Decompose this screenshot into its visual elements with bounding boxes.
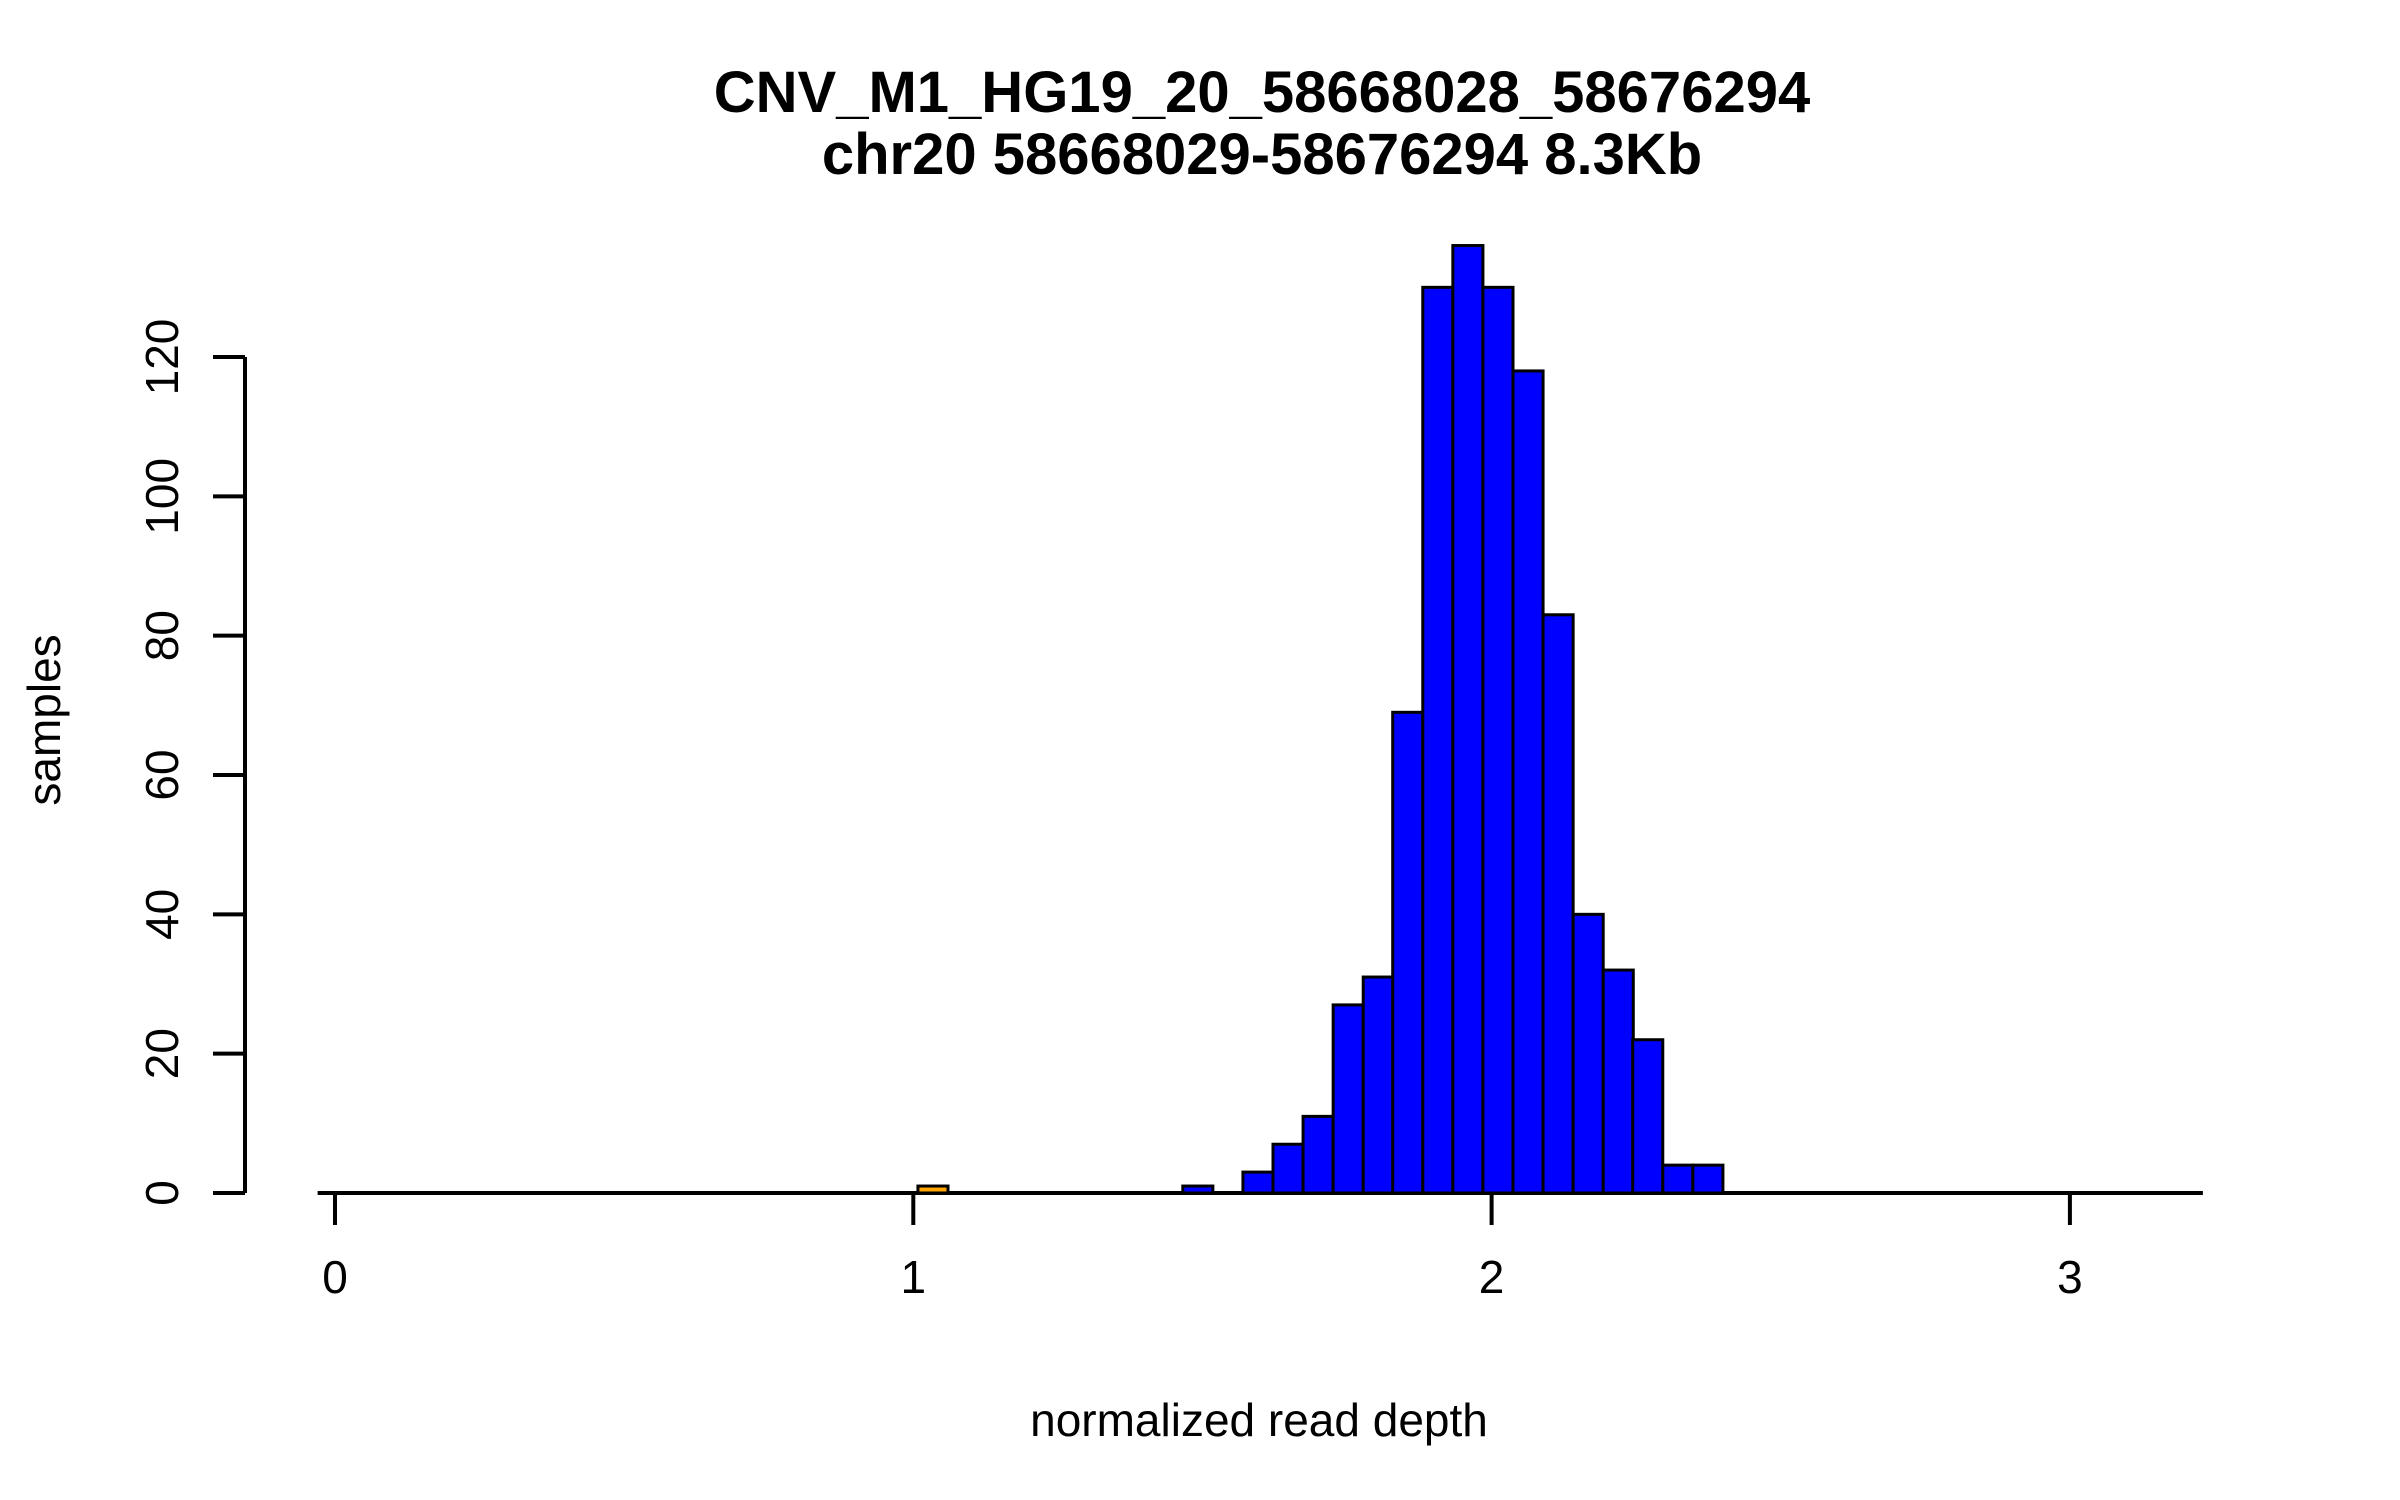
y-tick-label: 120	[136, 319, 188, 396]
y-tick-label: 80	[136, 610, 188, 661]
histogram-bar	[1451, 244, 1485, 1195]
y-tick-label: 20	[136, 1028, 188, 1079]
histogram-bar	[1631, 1038, 1665, 1195]
histogram-bar	[1481, 285, 1515, 1195]
histogram-bar	[916, 1184, 950, 1195]
histogram-bar	[1601, 968, 1635, 1195]
histogram-bar	[1361, 975, 1395, 1195]
x-axis-label: normalized read depth	[1030, 1394, 1488, 1446]
x-tick-label: 0	[322, 1251, 348, 1303]
histogram-bar	[1301, 1114, 1335, 1195]
chart-subtitle: chr20 58668029-58676294 8.3Kb	[822, 122, 1702, 187]
histogram-bar	[1661, 1163, 1695, 1195]
y-axis-label: samples	[18, 634, 70, 805]
bars-layer	[916, 244, 1725, 1195]
histogram-bar	[1271, 1142, 1305, 1195]
y-tick-label: 0	[136, 1180, 188, 1206]
histogram-bar	[1391, 710, 1425, 1195]
x-tick-label: 1	[901, 1251, 927, 1303]
chart-title: CNV_M1_HG19_20_58668028_58676294	[714, 60, 1810, 125]
histogram-bar	[1511, 369, 1545, 1195]
y-tick-label: 40	[136, 889, 188, 940]
histogram-bar	[1181, 1184, 1215, 1195]
x-tick-label: 3	[2057, 1251, 2083, 1303]
y-tick-label: 60	[136, 749, 188, 800]
histogram-bar	[1571, 912, 1605, 1195]
histogram-bar	[1241, 1170, 1275, 1195]
x-tick-label: 2	[1479, 1251, 1505, 1303]
histogram-bar	[1541, 613, 1575, 1195]
histogram-bar	[1331, 1003, 1365, 1195]
axes-layer: 0 1 2 3 0 20 40 60 80 100 120	[136, 319, 2203, 1303]
histogram-bar	[1691, 1163, 1725, 1195]
histogram-bar	[1421, 285, 1455, 1195]
y-tick-label: 100	[136, 458, 188, 535]
